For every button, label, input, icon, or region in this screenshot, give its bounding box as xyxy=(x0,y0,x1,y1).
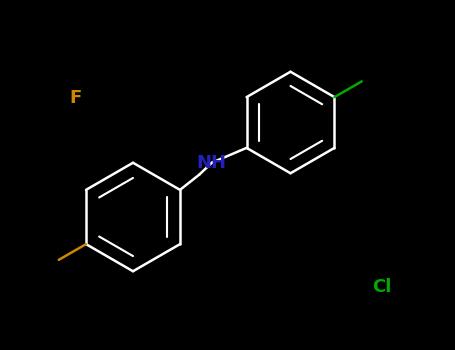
Text: NH: NH xyxy=(197,154,227,172)
Text: F: F xyxy=(69,89,81,107)
Text: Cl: Cl xyxy=(372,278,391,296)
